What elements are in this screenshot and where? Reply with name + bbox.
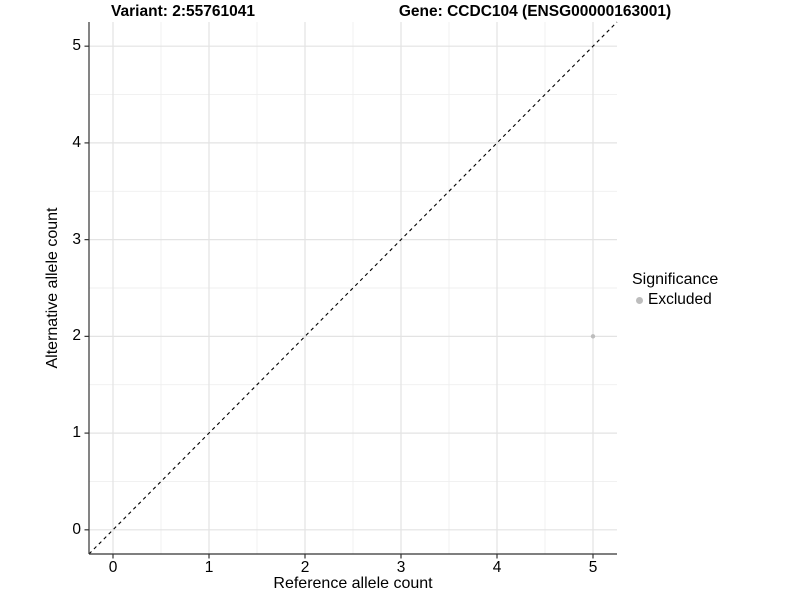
legend-entry-excluded: Excluded (632, 291, 718, 309)
y-tick-label: 3 (72, 230, 81, 248)
legend: Significance Excluded (632, 271, 718, 309)
grid-minor (89, 22, 617, 554)
x-axis-label: Reference allele count (273, 575, 433, 592)
x-tick-label: 0 (108, 559, 118, 576)
y-axis-label: Alternative allele count (44, 207, 61, 369)
y-tick-label: 1 (72, 424, 81, 442)
y-tick-label: 0 (72, 520, 81, 538)
y-tick-label: 4 (72, 133, 81, 151)
axis-lines (88, 22, 617, 555)
x-tick-label: 1 (204, 559, 214, 576)
plot-title-variant: Variant: 2:55761041 (111, 3, 255, 20)
x-tick-label: 2 (300, 559, 310, 576)
x-tick-label: 3 (396, 559, 406, 576)
grid-major (89, 22, 617, 554)
identity-line (88, 21, 618, 555)
x-tick-label: 4 (492, 559, 502, 576)
y-tick-label: 2 (72, 327, 81, 345)
plot-title-gene: Gene: CCDC104 (ENSG00000163001) (398, 3, 672, 20)
y-tick-label: 5 (72, 37, 81, 55)
legend-title: Significance (632, 271, 719, 288)
excluded-point-swatch-icon (636, 296, 643, 304)
data-points (590, 334, 596, 339)
axis-ticks (84, 45, 594, 559)
legend-entry-label: Excluded (648, 291, 712, 308)
x-tick-label: 5 (588, 559, 598, 576)
data-point (590, 334, 596, 339)
